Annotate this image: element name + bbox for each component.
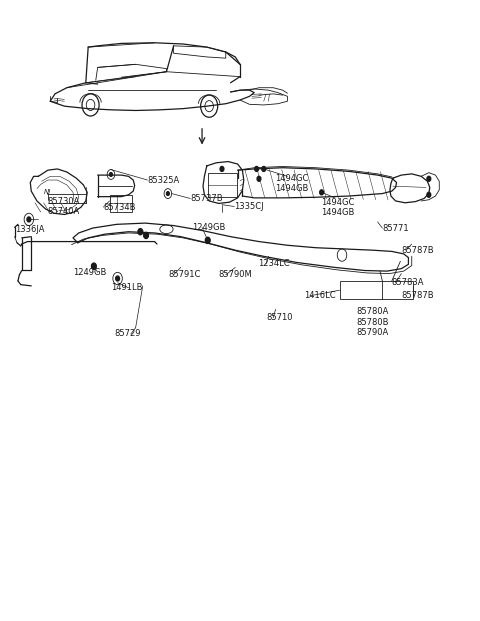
Bar — [208, 173, 237, 197]
Circle shape — [220, 166, 224, 171]
Circle shape — [92, 264, 96, 269]
Text: 1234LC: 1234LC — [258, 259, 289, 268]
Circle shape — [92, 263, 96, 270]
Text: 85771: 85771 — [383, 224, 409, 232]
Circle shape — [255, 166, 259, 171]
Bar — [340, 281, 413, 299]
Text: 85325A: 85325A — [147, 176, 180, 184]
Text: 85790M: 85790M — [219, 270, 252, 279]
Text: 1336JA: 1336JA — [15, 225, 45, 233]
Circle shape — [257, 176, 261, 181]
Circle shape — [427, 193, 431, 197]
Circle shape — [262, 166, 265, 171]
Text: 85780A
85780B
85790A: 85780A 85780B 85790A — [356, 307, 389, 337]
Text: 85787B: 85787B — [401, 291, 434, 300]
Circle shape — [144, 232, 148, 238]
Text: 85734B: 85734B — [103, 202, 136, 212]
Circle shape — [206, 238, 210, 243]
Text: 85787B: 85787B — [401, 246, 434, 255]
Circle shape — [138, 229, 143, 235]
Circle shape — [427, 176, 431, 181]
Text: 1249GB: 1249GB — [73, 268, 107, 277]
Text: 85710: 85710 — [266, 314, 293, 322]
Circle shape — [205, 237, 210, 243]
Circle shape — [116, 276, 120, 281]
Text: 85737B: 85737B — [190, 194, 223, 203]
Text: 1335CJ: 1335CJ — [234, 202, 264, 211]
Text: 1494GC
1494GB: 1494GC 1494GB — [276, 174, 309, 193]
Text: 1494GC
1494GB: 1494GC 1494GB — [321, 198, 354, 217]
Text: 85783A: 85783A — [392, 278, 424, 288]
Text: NJ: NJ — [44, 189, 51, 195]
Bar — [109, 195, 132, 212]
Text: 1249GB: 1249GB — [192, 223, 226, 232]
Text: 85730A
85740A: 85730A 85740A — [48, 197, 80, 216]
Text: 1491LB: 1491LB — [111, 283, 143, 292]
Circle shape — [167, 192, 169, 196]
Circle shape — [320, 190, 324, 195]
Circle shape — [27, 217, 31, 222]
Circle shape — [109, 173, 112, 176]
Text: 85791C: 85791C — [168, 270, 200, 279]
Text: 1416LC: 1416LC — [304, 291, 336, 300]
Text: 85729: 85729 — [114, 329, 141, 338]
